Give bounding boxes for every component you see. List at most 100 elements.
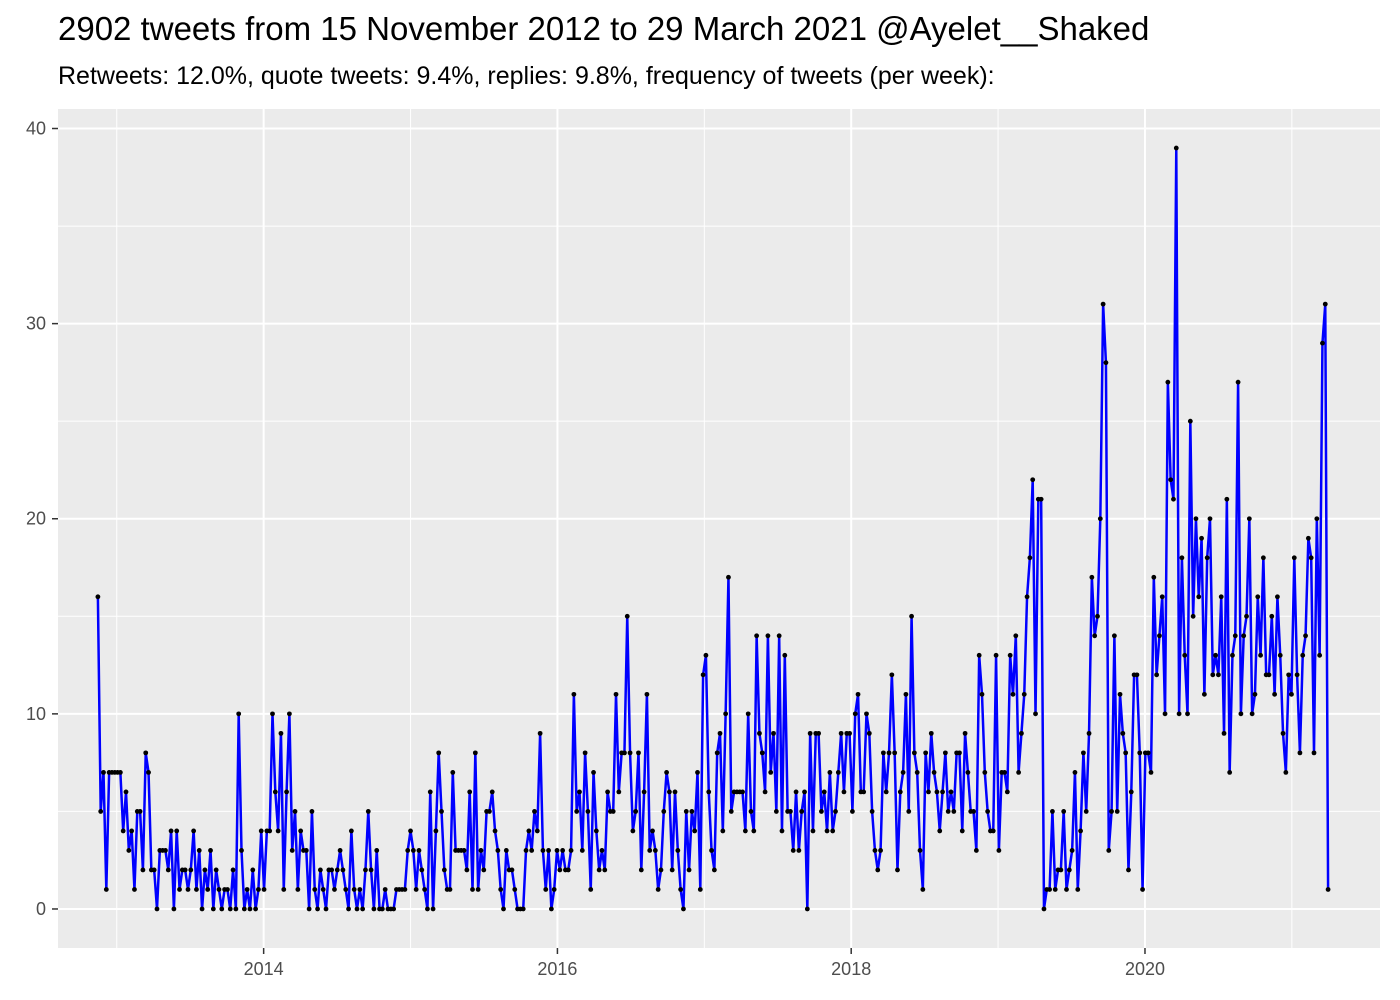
data-point (532, 809, 537, 814)
data-point (926, 789, 931, 795)
data-point (270, 711, 275, 717)
data-point (647, 848, 653, 853)
data-point (602, 867, 608, 873)
data-point (872, 848, 878, 853)
data-point (742, 828, 748, 834)
data-point (579, 848, 585, 853)
data-point (129, 828, 135, 834)
data-point (996, 848, 1002, 853)
data-point (1190, 613, 1196, 619)
data-point (1294, 672, 1300, 678)
data-point (909, 613, 914, 619)
data-point (1106, 848, 1112, 853)
data-point (717, 730, 723, 736)
data-point (1269, 613, 1275, 619)
data-point (1162, 711, 1168, 717)
data-point (1277, 652, 1283, 658)
major-gridlines (58, 109, 1380, 948)
data-point (247, 906, 253, 912)
data-point (441, 867, 447, 873)
data-point (886, 750, 892, 756)
data-point (664, 770, 669, 775)
x-tick-label: 2020 (1125, 959, 1165, 979)
data-point (348, 828, 354, 834)
data-point (917, 848, 923, 853)
data-point (382, 887, 388, 892)
data-point (1033, 711, 1038, 717)
data-point (317, 867, 323, 873)
data-point (1165, 379, 1171, 385)
data-point (878, 848, 883, 853)
data-point (720, 828, 726, 834)
data-point (723, 711, 729, 717)
data-point (790, 848, 796, 853)
data-point (1140, 887, 1145, 892)
data-point (793, 789, 799, 795)
data-point (425, 906, 430, 912)
data-point (332, 887, 337, 892)
data-point (1182, 652, 1188, 658)
data-point (1249, 711, 1255, 717)
data-point (934, 789, 940, 795)
data-point (1058, 867, 1064, 873)
data-point (1317, 652, 1323, 658)
data-point (652, 848, 658, 853)
data-point (163, 848, 168, 853)
data-point (275, 828, 281, 834)
data-point (512, 887, 518, 892)
data-point (1097, 516, 1103, 522)
data-point (1275, 594, 1280, 600)
data-point (835, 770, 841, 775)
data-point (757, 730, 762, 736)
data-point (289, 848, 295, 853)
data-point (1230, 652, 1235, 658)
data-point (644, 691, 650, 697)
data-point (151, 867, 157, 873)
data-point (216, 887, 222, 892)
data-point (928, 730, 934, 736)
data-point (1280, 730, 1286, 736)
data-point (1258, 652, 1263, 658)
data-point (1021, 691, 1027, 697)
data-point (1041, 906, 1047, 912)
data-point (537, 730, 543, 736)
data-point (140, 867, 146, 873)
data-point (371, 906, 377, 912)
data-point (895, 867, 900, 873)
data-point (728, 809, 734, 814)
data-point (661, 809, 667, 814)
data-point (588, 887, 594, 892)
data-point (940, 789, 945, 795)
data-point (346, 906, 351, 912)
data-point (146, 770, 151, 775)
data-point (256, 887, 261, 892)
data-point (1176, 711, 1182, 717)
data-point (957, 750, 962, 756)
data-point (433, 828, 439, 834)
data-point (1013, 633, 1019, 639)
data-point (1027, 555, 1033, 561)
data-point (591, 770, 596, 775)
data-point (557, 867, 563, 873)
data-point (610, 809, 616, 814)
data-point (582, 750, 588, 756)
data-point (776, 633, 782, 639)
data-point (852, 711, 858, 717)
data-point (633, 809, 639, 814)
data-point (833, 809, 838, 814)
data-point (1314, 516, 1320, 522)
data-point (253, 906, 258, 912)
data-point (194, 887, 199, 892)
data-point (810, 828, 816, 834)
data-point (168, 828, 174, 834)
data-point (675, 848, 681, 853)
data-point (745, 711, 751, 717)
data-point (1030, 477, 1036, 483)
data-point (1089, 574, 1095, 580)
data-point (948, 789, 954, 795)
data-point (1047, 887, 1052, 892)
x-tick-label: 2014 (244, 959, 284, 979)
data-point (543, 887, 549, 892)
data-point (768, 770, 774, 775)
data-point (540, 848, 546, 853)
